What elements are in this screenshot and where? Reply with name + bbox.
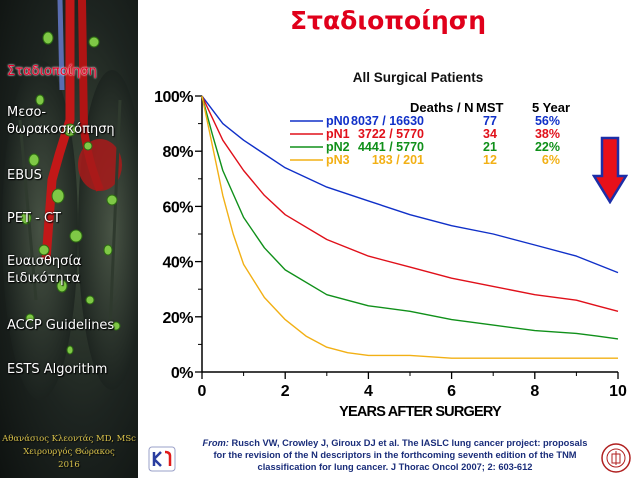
- citation: From: Rusch VW, Crowley J, Giroux DJ et …: [200, 437, 590, 473]
- sidebar-item-mediastinoscopy[interactable]: Μεσο- θωρακοσκόπηση: [7, 105, 115, 137]
- author-role: Χειρουργός Θώρακος: [23, 447, 115, 457]
- legend-series-name: pN3: [326, 153, 350, 167]
- citation-text: Rusch VW, Crowley J, Giroux DJ et al. Th…: [213, 438, 588, 472]
- legend-mst: 21: [483, 140, 497, 154]
- x-tick-label: 10: [609, 383, 627, 400]
- legend-five-year: 6%: [542, 153, 560, 167]
- series-line-pn3: [201, 95, 618, 359]
- series-line-pn2: [201, 95, 619, 340]
- sidebar-item-ests-algorithm[interactable]: ESTS Algorithm: [7, 362, 108, 377]
- citation-from-label: From:: [202, 438, 229, 448]
- y-tick-label: 0%: [171, 365, 193, 382]
- x-tick-label: 8: [530, 383, 539, 400]
- x-axis-label: YEARS AFTER SURGERY: [339, 404, 502, 420]
- legend-deaths-n: 183 / 201: [372, 153, 424, 167]
- legend-mst: 34: [483, 127, 497, 141]
- slide-title: Σταδιοποίηση: [289, 6, 487, 35]
- x-tick-label: 2: [281, 383, 290, 400]
- legend-deaths-n: 4441 / 5770: [358, 140, 424, 154]
- legend-five-year: 38%: [535, 127, 560, 141]
- legend-five-year: 22%: [535, 140, 560, 154]
- legend-mst: 77: [483, 114, 497, 128]
- sidebar-item-ebus[interactable]: EBUS: [7, 168, 42, 183]
- legend-deaths-n: 3722 / 5770: [358, 127, 424, 141]
- university-seal-icon: [601, 443, 631, 473]
- legend-series-name: pN2: [326, 140, 350, 154]
- survival-chart: All Surgical Patients 0% 20% 40% 60% 80% 100% 0…: [154, 70, 627, 420]
- legend-mst: 12: [483, 153, 497, 167]
- series-line-pn1: [201, 95, 619, 312]
- sidebar-item-pet-ct[interactable]: PET - CT: [7, 211, 61, 226]
- legend-deaths-n: 8037 / 16630: [351, 114, 424, 128]
- sidebar-item-sensitivity-specificity[interactable]: Ευαισθησία Ειδικότητα: [7, 254, 82, 286]
- author-name: Αθανάσιος Κλεοντάς MD, MSc: [2, 434, 136, 444]
- author-credit: Αθανάσιος Κλεοντάς MD, MSc Χειρουργός Θώ…: [0, 433, 138, 472]
- y-tick-label: 60%: [162, 199, 193, 216]
- sidebar-item-staging[interactable]: Σταδιοποίηση: [7, 64, 97, 79]
- y-tick-label: 20%: [162, 310, 193, 327]
- x-tick-label: 6: [447, 383, 456, 400]
- legend-header: Deaths / N: [410, 100, 474, 115]
- legend-header: MST: [476, 100, 504, 115]
- hospital-logo-icon: [148, 446, 176, 472]
- y-tick-label: 100%: [154, 89, 193, 106]
- y-tick-label: 80%: [162, 144, 193, 161]
- series-line-pn0: [201, 95, 619, 274]
- author-year: 2016: [58, 460, 80, 470]
- chart-title: All Surgical Patients: [353, 70, 484, 85]
- legend-series-name: pN0: [326, 114, 350, 128]
- ct-scan-background-image: [2, 0, 138, 400]
- y-tick-label: 40%: [162, 255, 193, 272]
- legend-header: 5 Year: [532, 100, 570, 115]
- x-tick-label: 0: [198, 383, 207, 400]
- x-tick-label: 4: [364, 383, 373, 400]
- sidebar: Σταδιοποίηση Μεσο- θωρακοσκόπηση EBUS PE…: [0, 0, 138, 478]
- legend-series-name: pN1: [326, 127, 350, 141]
- down-arrow-icon: [592, 136, 628, 204]
- sidebar-item-accp-guidelines[interactable]: ACCP Guidelines: [7, 318, 115, 333]
- legend-five-year: 56%: [535, 114, 560, 128]
